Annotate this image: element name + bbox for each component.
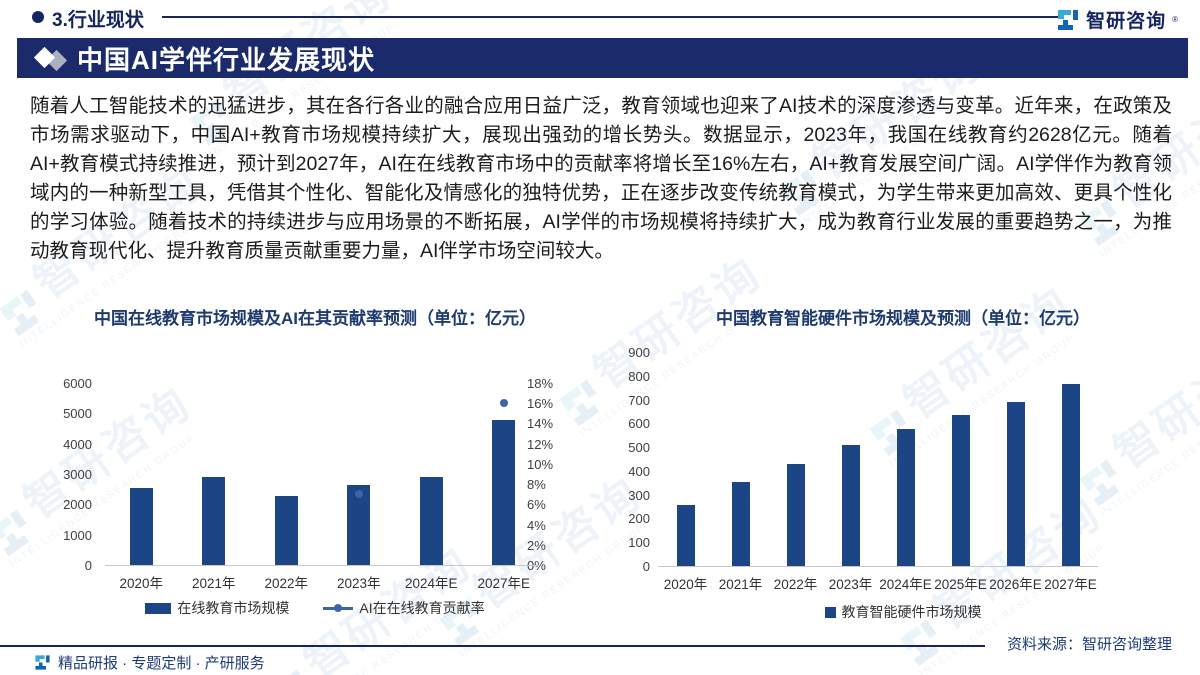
x-axis-label: 2022年	[264, 576, 309, 591]
secondary-y-axis-label: 12%	[527, 436, 554, 452]
bar-2025年E	[951, 415, 970, 566]
chart-legend: 在线教育市场规模 AI在在线教育贡献率	[40, 598, 590, 618]
chart-legend: 教育智能硬件市场规模	[618, 602, 1188, 622]
bar-2023年	[841, 444, 860, 566]
chart-online-education-market: 中国在线教育市场规模及AI在其贡献率预测（单位：亿元） 0 1000 2000 300…	[40, 298, 590, 630]
secondary-y-axis-label: 10%	[527, 456, 554, 472]
body-paragraph: 随着人工智能技术的迅猛进步，其在各行各业的融合应用日益广泛，教育领域也迎来了AI…	[30, 95, 1172, 262]
header-divider	[162, 16, 1058, 18]
source-note: 资料来源：智研咨询整理	[1006, 636, 1172, 653]
chart-smart-hardware-market: 中国教育智能硬件市场规模及预测（单位：亿元） 0 100 200 300 400 500 6…	[618, 298, 1188, 630]
y-axis-label: 0	[84, 558, 92, 573]
legend-item: AI在在线教育贡献率	[323, 598, 485, 618]
legend-bar-marker	[145, 602, 172, 614]
footer-divider	[0, 645, 985, 647]
secondary-y-axis-label: 2%	[527, 537, 546, 553]
secondary-y-axis-label: 6%	[527, 497, 546, 513]
bar-2026年E	[1006, 401, 1025, 566]
x-axis-label: 2020年	[119, 576, 164, 591]
legend-label: 在线教育市场规模	[177, 600, 290, 616]
y-axis-label: 1000	[63, 527, 92, 543]
legend-item: 在线教育市场规模	[145, 598, 289, 618]
legend-label: 教育智能硬件市场规模	[841, 604, 982, 620]
x-axis-line	[105, 565, 540, 566]
y-axis-label: 900	[628, 345, 650, 360]
bar-2021年	[731, 481, 750, 566]
y-axis-label: 300	[628, 487, 650, 503]
secondary-y-axis-label: 18%	[527, 376, 554, 391]
x-axis-label: 2024年E	[879, 577, 932, 592]
section-bullet-icon	[32, 11, 44, 23]
bar-2022年	[274, 496, 298, 565]
y-axis-label: 5000	[63, 406, 92, 422]
y-axis-label: 2000	[63, 497, 92, 513]
brand-logo: 智研咨询 ®	[1056, 6, 1178, 33]
secondary-y-axis-label: 16%	[527, 396, 554, 412]
legend-label: AI在在线教育贡献率	[359, 600, 485, 616]
line-point-2023年	[354, 490, 363, 499]
y-axis-label: 100	[628, 535, 650, 551]
y-axis-label: 3000	[63, 467, 92, 482]
chart-plot-area: 0 100 200 300 400 500 600 700 800 900 2020年 2021年 20…	[618, 298, 1188, 630]
bar-2020年	[676, 505, 695, 566]
bar-2027年E	[1061, 384, 1080, 566]
x-axis-label: 2023年	[336, 576, 381, 591]
y-axis-label: 500	[628, 440, 650, 456]
y-axis-label: 4000	[63, 436, 92, 452]
brand-logo-icon	[1058, 9, 1079, 30]
x-axis-label: 2022年	[773, 577, 818, 592]
bar-2024年E	[896, 429, 915, 566]
y-axis-label: 600	[628, 416, 650, 432]
x-axis-label: 2023年	[828, 577, 873, 592]
legend-bar-marker	[824, 606, 836, 618]
line-point-2027年E	[499, 399, 508, 408]
diamond-icon	[33, 46, 75, 72]
bar-2027年E	[492, 420, 516, 565]
footer-logo-icon	[35, 655, 50, 670]
bar-2024年E	[419, 477, 443, 565]
secondary-y-axis-label: 4%	[527, 517, 546, 533]
x-axis-label: 2021年	[718, 577, 763, 592]
x-axis-label: 2020年	[663, 577, 708, 592]
chart-title: 中国教育智能硬件市场规模及预测（单位：亿元）	[716, 309, 1090, 328]
secondary-y-axis-label: 14%	[527, 416, 554, 432]
x-axis-line	[658, 566, 1098, 567]
x-axis-label: 2021年	[191, 576, 236, 591]
legend-line-marker	[323, 603, 354, 612]
y-axis-label: 400	[628, 463, 650, 479]
brand-name: 智研咨询	[1086, 11, 1167, 32]
y-axis-label: 200	[628, 511, 650, 527]
y-axis-label: 700	[628, 392, 650, 408]
banner: 中国AI学伴行业发展现状	[17, 38, 1188, 78]
footer-services-label: 精品研报 · 专题定制 · 产研服务	[58, 655, 265, 672]
x-axis-label: 2027年E	[477, 576, 531, 591]
y-axis-label: 0	[642, 559, 650, 574]
page-header: 3.行业现状 智研咨询 ®	[0, 0, 1200, 38]
footer-services: 精品研报 · 专题定制 · 产研服务	[34, 652, 265, 673]
chart-plot-area: 0 1000 2000 3000 4000 5000 6000 0% 2% 4% 6% 8% 10% 12…	[40, 298, 590, 630]
x-axis-label: 2027年E	[1044, 577, 1097, 592]
legend-item: 教育智能硬件市场规模	[824, 602, 982, 622]
brand-registered-mark: ®	[1172, 15, 1178, 24]
section-label: 3.行业现状	[52, 10, 144, 31]
chart-title: 中国在线教育市场规模及AI在其贡献率预测（单位：亿元）	[94, 309, 536, 328]
secondary-y-axis-label: 8%	[527, 477, 546, 493]
x-axis-label: 2025年E	[934, 577, 987, 592]
x-axis-label: 2026年E	[989, 577, 1042, 592]
bar-2021年	[202, 476, 226, 565]
banner-title: 中国AI学伴行业发展现状	[77, 44, 376, 75]
bar-2020年	[129, 487, 153, 565]
bar-2023年	[347, 485, 371, 565]
y-axis-label: 6000	[63, 376, 92, 391]
y-axis-label: 800	[628, 368, 650, 384]
x-axis-label: 2024年E	[404, 576, 458, 591]
bar-2022年	[786, 463, 805, 566]
